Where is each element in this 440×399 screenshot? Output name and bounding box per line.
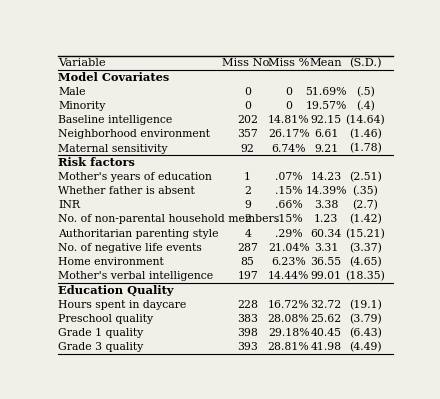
Text: (19.1): (19.1) (349, 300, 382, 310)
Text: 0: 0 (285, 87, 292, 97)
Text: 3.31: 3.31 (314, 243, 338, 253)
Text: (.35): (.35) (352, 186, 378, 196)
Text: (3.79): (3.79) (349, 314, 381, 324)
Text: 228: 228 (237, 300, 258, 310)
Text: (4.65): (4.65) (349, 257, 381, 267)
Text: 14.44%: 14.44% (268, 271, 309, 281)
Text: Variable: Variable (59, 58, 106, 68)
Text: 9: 9 (244, 200, 251, 210)
Text: Mother's verbal intelligence: Mother's verbal intelligence (59, 271, 213, 281)
Text: Home environment: Home environment (59, 257, 164, 267)
Text: 0: 0 (244, 87, 251, 97)
Text: 51.69%: 51.69% (305, 87, 347, 97)
Text: 2: 2 (244, 186, 251, 196)
Text: 6.23%: 6.23% (271, 257, 306, 267)
Text: 99.01: 99.01 (311, 271, 341, 281)
Text: (14.64): (14.64) (345, 115, 385, 125)
Text: 14.39%: 14.39% (305, 186, 347, 196)
Text: Mean: Mean (310, 58, 342, 68)
Text: (3.37): (3.37) (349, 243, 382, 253)
Text: 29.18%: 29.18% (268, 328, 309, 338)
Text: (15.21): (15.21) (345, 229, 385, 239)
Text: 383: 383 (237, 314, 258, 324)
Text: (6.43): (6.43) (349, 328, 382, 338)
Text: Minority: Minority (59, 101, 106, 111)
Text: Hours spent in daycare: Hours spent in daycare (59, 300, 187, 310)
Text: 32.72: 32.72 (311, 300, 342, 310)
Text: Authoritarian parenting style: Authoritarian parenting style (59, 229, 219, 239)
Text: 202: 202 (237, 115, 258, 125)
Text: 197: 197 (237, 271, 258, 281)
Text: 16.72%: 16.72% (268, 300, 309, 310)
Text: Mother's years of education: Mother's years of education (59, 172, 212, 182)
Text: 9.21: 9.21 (314, 144, 338, 154)
Text: Education Quality: Education Quality (59, 285, 174, 296)
Text: Baseline intelligence: Baseline intelligence (59, 115, 172, 125)
Text: 0: 0 (244, 101, 251, 111)
Text: 85: 85 (241, 257, 255, 267)
Text: (S.D.): (S.D.) (349, 58, 381, 69)
Text: 398: 398 (237, 328, 258, 338)
Text: (1.46): (1.46) (349, 129, 382, 140)
Text: 1.23: 1.23 (314, 215, 338, 225)
Text: 60.34: 60.34 (311, 229, 342, 239)
Text: 1: 1 (244, 172, 251, 182)
Text: (.4): (.4) (356, 101, 375, 111)
Text: 14.81%: 14.81% (268, 115, 309, 125)
Text: 393: 393 (237, 342, 258, 352)
Text: 21.04%: 21.04% (268, 243, 309, 253)
Text: 92.15: 92.15 (311, 115, 341, 125)
Text: 41.98: 41.98 (311, 342, 341, 352)
Text: (2.51): (2.51) (349, 172, 382, 182)
Text: Male: Male (59, 87, 86, 97)
Text: Neighborhood environment: Neighborhood environment (59, 129, 210, 139)
Text: 6.61: 6.61 (314, 129, 338, 139)
Text: (18.35): (18.35) (345, 271, 385, 281)
Text: .07%: .07% (275, 172, 302, 182)
Text: 357: 357 (237, 129, 258, 139)
Text: Miss No.: Miss No. (222, 58, 273, 68)
Text: 92: 92 (241, 144, 255, 154)
Text: 4: 4 (244, 229, 251, 239)
Text: Model Covariates: Model Covariates (59, 72, 170, 83)
Text: 287: 287 (237, 243, 258, 253)
Text: 19.57%: 19.57% (305, 101, 347, 111)
Text: 14.23: 14.23 (311, 172, 342, 182)
Text: (1.42): (1.42) (349, 214, 382, 225)
Text: Grade 1 quality: Grade 1 quality (59, 328, 144, 338)
Text: (2.7): (2.7) (352, 200, 378, 210)
Text: 0: 0 (285, 101, 292, 111)
Text: .15%: .15% (275, 186, 302, 196)
Text: (4.49): (4.49) (349, 342, 381, 352)
Text: 26.17%: 26.17% (268, 129, 309, 139)
Text: .15%: .15% (275, 215, 302, 225)
Text: Preschool quality: Preschool quality (59, 314, 154, 324)
Text: 3.38: 3.38 (314, 200, 338, 210)
Text: 40.45: 40.45 (311, 328, 341, 338)
Text: No. of non-parental household members: No. of non-parental household members (59, 215, 280, 225)
Text: Grade 3 quality: Grade 3 quality (59, 342, 144, 352)
Text: 6.74%: 6.74% (271, 144, 306, 154)
Text: 2: 2 (244, 215, 251, 225)
Text: 28.08%: 28.08% (268, 314, 309, 324)
Text: (1.78): (1.78) (349, 143, 382, 154)
Text: .66%: .66% (275, 200, 302, 210)
Text: INR: INR (59, 200, 81, 210)
Text: Miss %: Miss % (268, 58, 309, 68)
Text: 36.55: 36.55 (311, 257, 341, 267)
Text: Whether father is absent: Whether father is absent (59, 186, 195, 196)
Text: (.5): (.5) (356, 87, 375, 97)
Text: 28.81%: 28.81% (268, 342, 309, 352)
Text: Maternal sensitivity: Maternal sensitivity (59, 144, 168, 154)
Text: No. of negative life events: No. of negative life events (59, 243, 202, 253)
Text: .29%: .29% (275, 229, 302, 239)
Text: Risk factors: Risk factors (59, 157, 135, 168)
Text: 25.62: 25.62 (311, 314, 342, 324)
